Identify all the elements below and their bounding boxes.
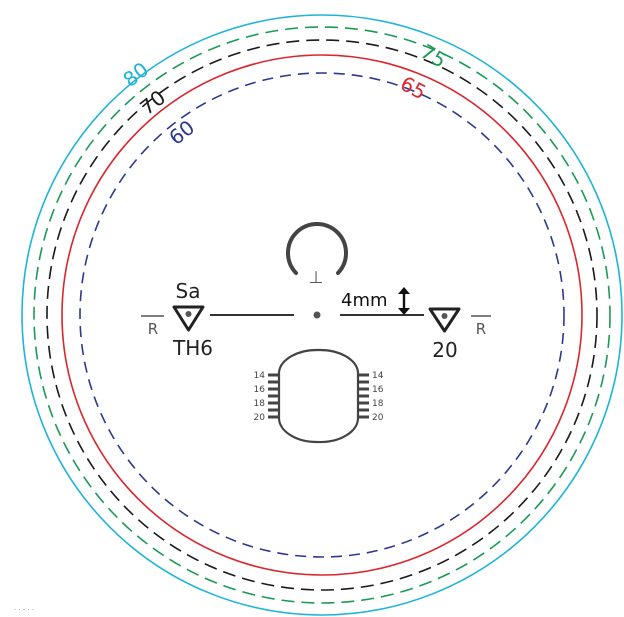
- left-triangle-icon: [172, 305, 205, 332]
- left-marker-bottom-label: TH6: [172, 336, 213, 360]
- distance-arrow-up-icon: [398, 287, 410, 294]
- distance-label: 4mm: [341, 290, 388, 311]
- ladder-left-label: 16: [254, 385, 266, 395]
- ladder-right-labels: 14 16 18 20: [372, 371, 384, 423]
- footer-mark: · · · · ·: [14, 606, 34, 614]
- ladder-right-label: 20: [372, 413, 384, 423]
- right-triangle-icon: [428, 307, 461, 333]
- distance-annotation: 4mm: [341, 287, 410, 315]
- distance-arrow-down-icon: [398, 308, 410, 315]
- left-marker: Sa TH6 R: [141, 279, 213, 360]
- right-marker-bottom-label: 20: [432, 338, 457, 362]
- right-triangle-dot: [441, 313, 448, 319]
- perpendicular-symbol: ⊥: [309, 268, 324, 288]
- ladder-right-label: 14: [372, 371, 384, 381]
- ladder-left-label: 20: [254, 413, 266, 423]
- ladder-left-labels: 14 16 18 20: [254, 371, 266, 423]
- ladder-left-ticks: [268, 373, 278, 419]
- rings: [21, 14, 623, 616]
- ring-labels: 80 75 70 65 60: [118, 39, 450, 150]
- ladder-gauge: 14 16 18 20 14 16 18 20: [254, 348, 384, 444]
- ring-70: [46, 39, 598, 591]
- left-side-label: R: [148, 320, 158, 338]
- ring-65: [61, 54, 583, 576]
- ladder-bottom-arc: [277, 417, 360, 444]
- ring-label-75: 75: [416, 39, 450, 73]
- right-marker: 20 R: [428, 307, 491, 362]
- ring-60: [79, 72, 565, 558]
- left-triangle-dot: [185, 311, 192, 317]
- ladder-left-label: 18: [254, 399, 266, 409]
- center-dot: [313, 311, 321, 319]
- ring-80: [21, 14, 623, 616]
- top-spec-mark: ⊥: [286, 222, 348, 288]
- left-marker-top-label: Sa: [176, 279, 201, 303]
- axis-line: [210, 311, 424, 319]
- ladder-left-label: 14: [254, 371, 266, 381]
- ring-label-60: 60: [164, 115, 199, 150]
- ladder-right-label: 16: [372, 385, 384, 395]
- ladder-right-ticks: [359, 373, 369, 419]
- right-side-label: R: [476, 320, 486, 338]
- ladder-top-arc: [277, 348, 360, 373]
- open-circle-arc: [286, 222, 348, 275]
- ladder-right-label: 18: [372, 399, 384, 409]
- ring-75: [33, 26, 611, 604]
